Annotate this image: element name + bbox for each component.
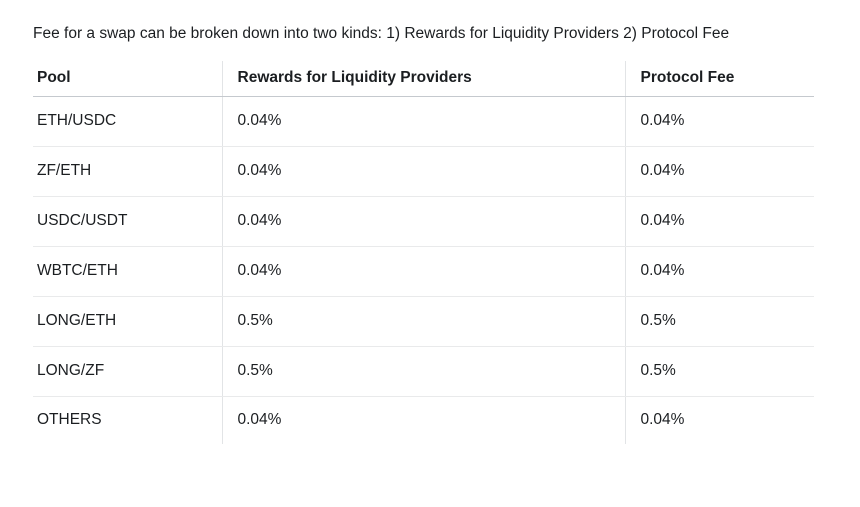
rewards-cell: 0.04% (221, 146, 625, 197)
rewards-cell: 0.5% (221, 346, 625, 397)
table-row: ETH/USDC 0.04% 0.04% (33, 96, 814, 147)
rewards-cell: 0.04% (221, 246, 625, 297)
header-row: Pool Rewards for Liquidity Providers Pro… (33, 61, 814, 97)
protocol-fee-cell: 0.04% (624, 146, 814, 197)
table-row: WBTC/ETH 0.04% 0.04% (33, 246, 814, 297)
column-header-protocol-fee: Protocol Fee (624, 61, 814, 97)
pool-cell: WBTC/ETH (33, 246, 222, 297)
rewards-cell: 0.04% (221, 196, 625, 247)
protocol-fee-cell: 0.5% (624, 296, 814, 347)
table-row: USDC/USDT 0.04% 0.04% (33, 196, 814, 247)
pool-cell: OTHERS (37, 411, 102, 429)
protocol-fee-cell: 0.04% (624, 96, 814, 147)
protocol-fee-cell: 0.04% (624, 246, 814, 297)
pool-cell: ETH/USDC (33, 96, 222, 147)
intro-paragraph: Fee for a swap can be broken down into t… (33, 25, 730, 42)
rewards-cell: 0.04% (221, 396, 625, 444)
protocol-fee-cell: 0.04% (624, 396, 814, 444)
pool-cell: LONG/ETH (33, 296, 222, 347)
protocol-fee-cell: 0.5% (624, 346, 814, 397)
pool-cell: ZF/ETH (33, 146, 222, 197)
pool-cell: USDC/USDT (33, 196, 222, 247)
fee-table-body: ETH/USDC 0.04% 0.04% ZF/ETH 0.04% 0.04% … (33, 96, 814, 444)
fee-table-header: Pool Rewards for Liquidity Providers Pro… (33, 61, 814, 97)
table-row: LONG/ZF 0.5% 0.5% (33, 346, 814, 397)
pool-cell: LONG/ZF (33, 346, 222, 397)
column-header-rewards: Rewards for Liquidity Providers (221, 61, 625, 97)
rewards-cell: 0.5% (221, 296, 625, 347)
page-content: Fee for a swap can be broken down into t… (0, 20, 860, 444)
table-row: ZF/ETH 0.04% 0.04% (33, 146, 814, 197)
table-row: OTHERS 0.04% 0.04% (33, 396, 814, 444)
column-header-pool: Pool (33, 61, 222, 97)
table-row: LONG/ETH 0.5% 0.5% (33, 296, 814, 347)
fee-table: Pool Rewards for Liquidity Providers Pro… (33, 61, 814, 444)
rewards-cell: 0.04% (221, 96, 625, 147)
protocol-fee-cell: 0.04% (624, 196, 814, 247)
